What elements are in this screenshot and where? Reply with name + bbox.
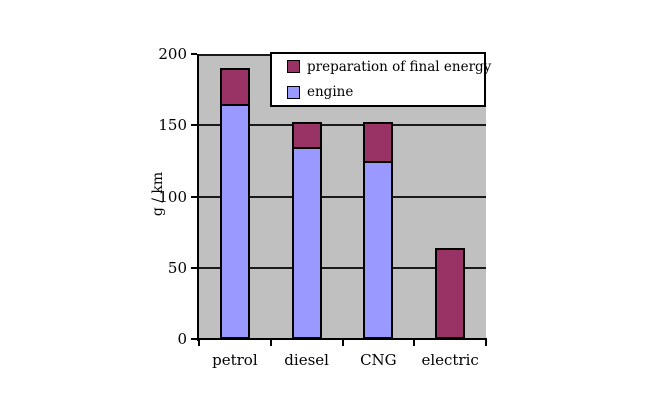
- y-tick-label-150: 150: [158, 116, 187, 135]
- bar-segment-engine-CNG: [363, 160, 394, 339]
- x-tick-1: [269, 340, 272, 346]
- legend-entry-engine: engine: [287, 84, 484, 100]
- gridline-50: [199, 266, 486, 269]
- x-tick-label-diesel: diesel: [284, 351, 329, 369]
- bar-segment-preparation-petrol: [219, 68, 250, 104]
- y-tick-0: [191, 338, 197, 340]
- gridline-100: [199, 195, 486, 198]
- y-tick-label-100: 100: [158, 187, 187, 206]
- legend-label-engine: engine: [307, 84, 354, 101]
- bar-segment-preparation-diesel: [291, 122, 322, 147]
- x-tick-label-petrol: petrol: [212, 351, 258, 369]
- y-axis-line: [197, 54, 199, 341]
- bar-segment-engine-diesel: [291, 146, 322, 339]
- legend-label-preparation: preparation of final energy: [307, 58, 492, 75]
- bar-segment-engine-petrol: [219, 103, 250, 339]
- x-tick-label-electric: electric: [421, 351, 479, 369]
- y-tick-label-0: 0: [177, 330, 187, 348]
- legend-swatch-preparation-icon: [287, 60, 300, 74]
- x-tick-4: [485, 340, 487, 346]
- y-tick-50: [191, 266, 197, 269]
- bar-segment-preparation-electric: [435, 247, 466, 339]
- x-tick-label-CNG: CNG: [360, 351, 397, 369]
- x-tick-0: [198, 340, 200, 346]
- x-axis-line: [197, 338, 487, 340]
- x-tick-2: [341, 340, 344, 346]
- bar-segment-preparation-CNG: [363, 122, 394, 161]
- y-tick-150: [191, 124, 197, 127]
- legend-swatch-engine-icon: [287, 85, 300, 99]
- y-tick-100: [191, 195, 197, 198]
- y-tick-200: [191, 53, 197, 55]
- x-tick-3: [413, 340, 416, 346]
- chart-legend: preparation of final energy engine: [270, 52, 491, 107]
- y-tick-label-200: 200: [158, 45, 187, 63]
- gridline-150: [199, 124, 486, 127]
- y-tick-label-50: 50: [167, 258, 187, 277]
- legend-entry-preparation: preparation of final energy: [287, 59, 491, 75]
